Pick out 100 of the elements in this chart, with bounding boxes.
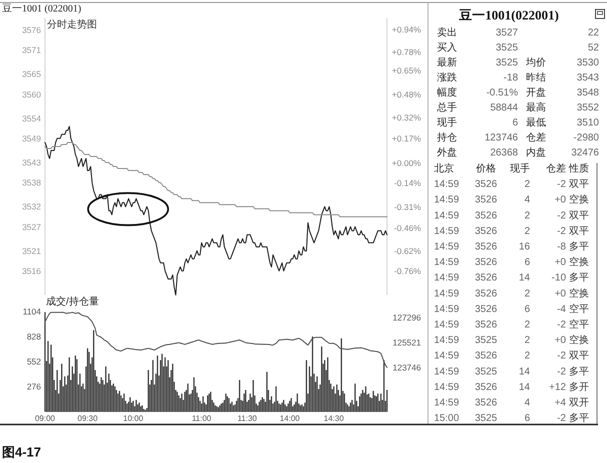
- text: -0.51%: [486, 88, 518, 98]
- text: -2: [557, 179, 566, 190]
- text: 3552: [576, 102, 600, 114]
- y2-tick-label: -0.46%: [394, 223, 422, 234]
- text: 空换: [569, 256, 589, 268]
- text: 空平: [569, 302, 589, 315]
- text: 空换: [569, 287, 589, 300]
- text: 涨跌: [437, 72, 457, 84]
- text: 3526: [474, 350, 498, 362]
- text: +0: [554, 194, 566, 206]
- y2-tick-label: 125521: [392, 337, 422, 348]
- text: 3530: [576, 58, 600, 68]
- text: 3527: [496, 28, 518, 38]
- text: 32476: [571, 148, 600, 158]
- text: -8: [557, 242, 566, 252]
- text: 多开: [569, 380, 589, 393]
- y-tick-label: 3521: [22, 246, 42, 256]
- y2-tick-label: +0.32%: [392, 112, 422, 122]
- text: 3548: [576, 88, 600, 98]
- text: +12: [549, 382, 566, 393]
- text: 双平: [569, 350, 589, 362]
- text: 3526: [474, 210, 498, 222]
- text: 22: [588, 28, 600, 38]
- text: 3526: [474, 288, 498, 300]
- text: 性质: [568, 162, 589, 174]
- text: 14:59: [434, 288, 460, 300]
- y-tick-label: 1104: [22, 306, 42, 317]
- text: 双平: [569, 226, 589, 237]
- text: 123746: [484, 132, 518, 144]
- text: -4: [557, 304, 566, 315]
- chart-title: 豆一1001 (022001): [2, 4, 82, 14]
- text: 6: [524, 257, 530, 268]
- x-tick-label: 11:00: [192, 414, 212, 424]
- y2-tick-label: 123746: [392, 362, 422, 372]
- text: 外盘: [437, 146, 457, 158]
- text: 26368: [490, 148, 518, 158]
- text: 14:59: [434, 194, 460, 206]
- text: 14:59: [434, 257, 460, 268]
- text: 15:00: [434, 413, 460, 424]
- text: 3526: [474, 382, 498, 393]
- text: 最新: [437, 56, 457, 68]
- text: 多平: [569, 240, 589, 252]
- text: 3526: [474, 304, 498, 315]
- text: 3526: [474, 398, 498, 408]
- text: 3526: [474, 320, 498, 330]
- text: 14:59: [434, 242, 460, 252]
- text: -2980: [573, 132, 600, 144]
- text: 卖出: [437, 26, 457, 38]
- text: 3525: [496, 58, 518, 68]
- text: 幅度: [437, 86, 457, 98]
- text: 3526: [474, 226, 498, 237]
- text: 14:59: [434, 272, 460, 284]
- text: 空平: [569, 318, 589, 330]
- x-tick-label: 14:00: [280, 414, 300, 424]
- chart-title: 成交/持仓量: [46, 296, 99, 308]
- text: 双平: [569, 210, 589, 222]
- y-tick-label: 552: [26, 356, 42, 367]
- text: 买入: [437, 42, 457, 54]
- y2-tick-label: +0.48%: [392, 90, 422, 100]
- y2-tick-label: -0.31%: [394, 202, 422, 212]
- text: +4: [554, 398, 566, 408]
- text: 2: [524, 288, 530, 300]
- text: 均价: [525, 56, 546, 68]
- text: 3525: [474, 413, 498, 424]
- line-series: [44, 126, 388, 296]
- text: +0: [554, 335, 566, 346]
- text: 3526: [474, 272, 498, 284]
- text: 双平: [569, 179, 589, 190]
- text: 3526: [474, 257, 498, 268]
- y-tick-label: 828: [26, 332, 42, 342]
- text: +0: [554, 288, 566, 300]
- y2-tick-label: -0.76%: [394, 266, 422, 276]
- text: 58844: [490, 102, 518, 114]
- y-tick-label: 3560: [22, 89, 42, 100]
- text: 14:59: [434, 398, 460, 408]
- x-tick-label: 09:00: [34, 414, 56, 424]
- text: 3525: [496, 42, 518, 54]
- text: 3525: [474, 366, 498, 378]
- y2-tick-label: +0.17%: [392, 134, 422, 144]
- text: 双开: [569, 398, 589, 408]
- text: 2: [524, 210, 530, 222]
- text: 豆一1001(022001): [458, 8, 559, 22]
- y2-tick-label: +0.78%: [392, 47, 422, 58]
- text: 6: [512, 118, 518, 128]
- y-tick-label: 3516: [22, 266, 42, 276]
- text: +0: [554, 257, 566, 268]
- x-tick-label: 11:30: [237, 414, 258, 424]
- text: 3543: [576, 72, 600, 84]
- text: -2: [557, 350, 566, 362]
- y2-tick-label: -0.62%: [394, 246, 422, 256]
- y-tick-label: 3571: [22, 45, 42, 56]
- y2-tick-label: +0.00%: [392, 158, 422, 168]
- text: 4: [524, 194, 530, 206]
- text: 3510: [576, 118, 600, 128]
- y-tick-label: 3538: [22, 178, 42, 188]
- x-tick-label: 14:30: [324, 414, 344, 424]
- text: 3526: [474, 194, 498, 206]
- text: -2: [557, 210, 566, 222]
- text: 空换: [569, 194, 589, 206]
- text: 多平: [569, 365, 589, 378]
